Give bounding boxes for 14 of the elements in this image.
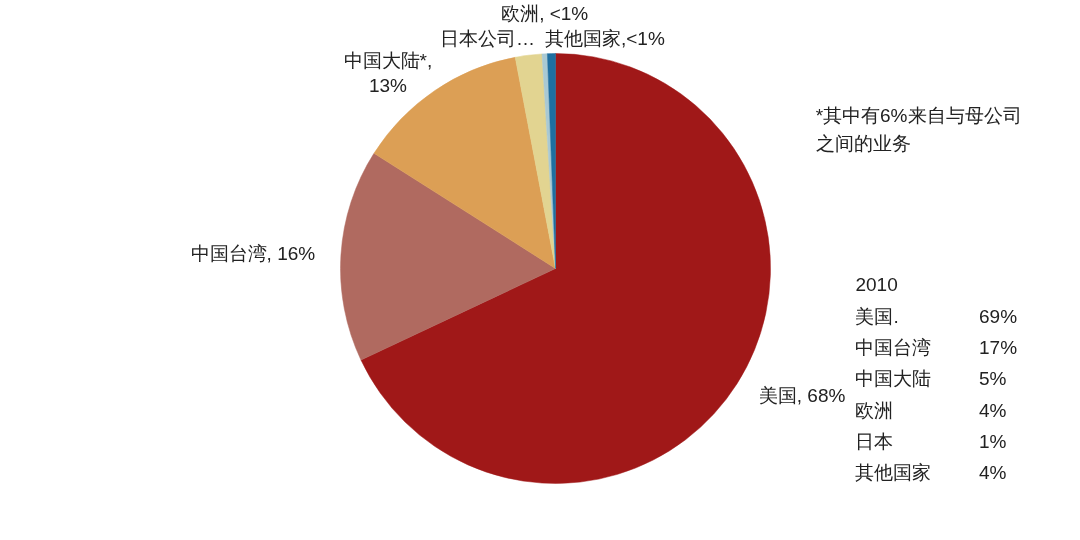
text: 中国大陆 5% [855, 368, 1007, 390]
text: *其中有6%来自与母公司之间的业务 [815, 105, 1022, 155]
text: 2010 [855, 274, 898, 296]
slice-label: 美国, 68% [758, 384, 846, 406]
slice-label: 其他国家,<1% [545, 27, 665, 49]
slice-label: 欧洲, <1% [501, 3, 589, 25]
slice-label: 中国大陆*, 13% [343, 49, 433, 96]
slice-label: 日本公司… [440, 27, 535, 49]
text: 中国台湾 17% [855, 336, 1018, 358]
text: 美国. 69% [855, 305, 1018, 327]
text: 日本 1% [855, 431, 1007, 453]
text: 其他国家 4% [855, 462, 1007, 484]
text: 欧洲 4% [855, 399, 1007, 421]
slice-label: 中国台湾, 16% [190, 243, 316, 265]
